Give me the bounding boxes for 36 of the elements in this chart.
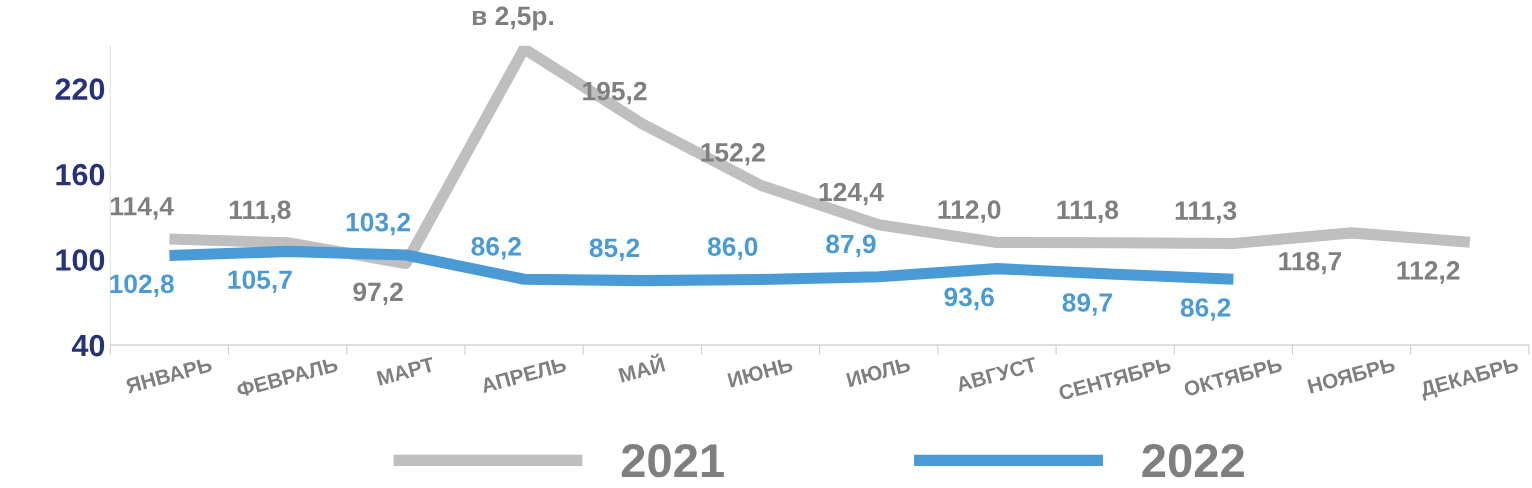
data-label: 85,2 [589, 238, 640, 261]
y-tick-label: 40 [71, 334, 105, 357]
data-label: 111,8 [1057, 200, 1119, 224]
data-label: 111,3 [1175, 201, 1237, 224]
legend-label: 2021 [621, 443, 724, 478]
annotation: в 2,5р. [472, 6, 553, 31]
x-tick-label: АПРЕЛЬ [480, 357, 567, 394]
x-tick-label: НОЯБРЬ [1307, 356, 1396, 394]
data-label: 102,8 [110, 274, 174, 298]
x-tick-label: МАРТ [376, 356, 436, 386]
x-tick-label: АВГУСТ [955, 356, 1038, 393]
data-label: 86,0 [707, 237, 758, 260]
data-label: 86,2 [471, 237, 521, 260]
legend-label: 2022 [1142, 443, 1244, 478]
data-label: 105,7 [228, 270, 292, 293]
data-label: 152,2 [701, 143, 765, 166]
data-label: 112,2 [1397, 261, 1460, 284]
data-label: 86,2 [1180, 298, 1231, 321]
data-label: 195,2 [583, 81, 647, 105]
data-label: 89,7 [1062, 293, 1112, 316]
data-label: 87,9 [826, 234, 876, 258]
data-label: 114,4 [111, 197, 174, 220]
x-tick-label: ЯНВАРЬ [124, 357, 213, 394]
y-tick-label: 160 [56, 163, 105, 186]
data-label: 118,7 [1279, 251, 1342, 275]
data-label: 93,6 [944, 287, 994, 311]
data-label: 124,4 [819, 182, 884, 206]
y-tick-label: 100 [56, 249, 105, 271]
data-label: 103,2 [346, 212, 411, 236]
data-label: 97,2 [353, 282, 403, 305]
data-label: 111,8 [229, 200, 291, 224]
y-tick-label: 220 [55, 78, 105, 100]
x-tick-label: МАЙ [617, 352, 666, 383]
x-tick-label: ИЮЛЬ [846, 356, 911, 388]
x-tick-label: ИЮНЬ [727, 356, 794, 388]
data-label: 112,0 [938, 200, 1001, 223]
